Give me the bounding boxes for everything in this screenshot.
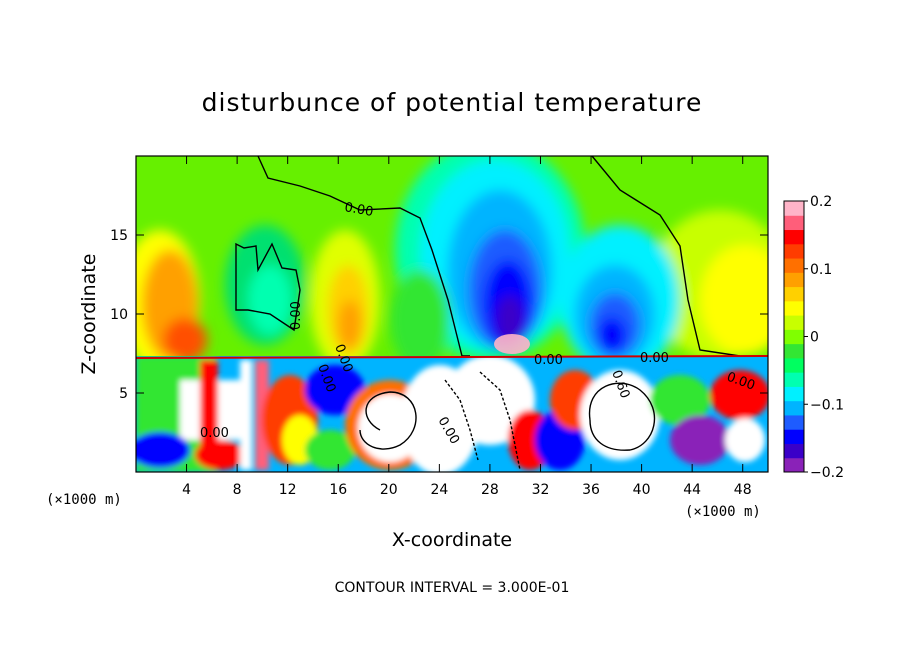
contour-label: 0.00 xyxy=(534,353,563,368)
colorbar-swatch xyxy=(784,201,804,216)
colorbar-swatch xyxy=(784,386,804,402)
contour-label: 0.00 xyxy=(343,200,374,220)
contour-label: 0.00 xyxy=(640,351,669,366)
colorbar-swatch xyxy=(784,215,804,231)
x-tick-label: 32 xyxy=(532,482,550,498)
y-tick-label: 5 xyxy=(119,386,128,402)
x-tick-label: 40 xyxy=(633,482,651,498)
x-tick-label: 4 xyxy=(182,482,191,498)
colorbar xyxy=(783,200,805,473)
chart-title: disturbunce of potential temperature xyxy=(202,88,703,117)
x-axis-label: X-coordinate xyxy=(392,529,512,551)
x-tick-label: 8 xyxy=(233,482,242,498)
colorbar-tick-label: −0.1 xyxy=(810,397,844,413)
x-tick-label: 24 xyxy=(430,482,448,498)
y-tick-label: 15 xyxy=(110,228,128,244)
colorbar-tick-label: −0.2 xyxy=(810,465,844,481)
y-axis-ticks: 5 10 15 xyxy=(110,228,768,402)
plot-area: 0.00 0.00 0.00 0.00 0.00 0.00 0.60 0.00 … xyxy=(135,155,769,473)
colorbar-swatch xyxy=(784,457,804,473)
colorbar-swatch xyxy=(784,372,804,387)
x-tick-label: 20 xyxy=(380,482,398,498)
colorbar-tick-label: 0 xyxy=(810,330,819,346)
colorbar-swatch xyxy=(784,357,804,373)
x-tick-label: 16 xyxy=(329,482,347,498)
x-unit-label-left: (×1000 m) xyxy=(46,492,122,508)
upper-field xyxy=(136,156,768,358)
x-tick-label: 48 xyxy=(734,482,752,498)
contour-label: 0.00 xyxy=(200,426,229,441)
colorbar-ticks: 0.2 0.1 0 −0.1 −0.2 xyxy=(804,194,844,481)
contour-labels: 0.00 0.00 0.00 0.00 0.00 0.00 0.60 0.00 … xyxy=(200,200,757,447)
colorbar-swatch xyxy=(784,286,804,302)
contour-interval-note: CONTOUR INTERVAL = 3.000E-01 xyxy=(335,580,570,596)
lower-field xyxy=(136,356,768,472)
colorbar-swatch xyxy=(784,343,804,359)
colorbar-swatch xyxy=(784,414,804,430)
x-tick-label: 28 xyxy=(481,482,499,498)
colorbar-swatch xyxy=(784,400,804,416)
x-unit-label-right: (×1000 m) xyxy=(685,504,761,520)
x-tick-label: 12 xyxy=(279,482,297,498)
colorbar-swatch xyxy=(784,315,804,330)
colorbar-tick-label: 0.1 xyxy=(810,262,832,278)
colorbar-swatch xyxy=(784,329,804,345)
contour-lines xyxy=(135,155,769,471)
colorbar-swatch xyxy=(784,229,804,245)
colorbar-swatch xyxy=(784,272,804,288)
colorbar-swatch xyxy=(784,429,804,444)
colorbar-swatch xyxy=(784,258,804,273)
x-tick-label: 44 xyxy=(683,482,701,498)
x-tick-label: 36 xyxy=(582,482,600,498)
y-tick-label: 10 xyxy=(110,307,128,323)
contour-label: 0.00 xyxy=(289,301,304,330)
colorbar-swatch xyxy=(784,300,804,316)
colorbar-swatch xyxy=(784,443,804,459)
colorbar-swatch xyxy=(784,243,804,259)
colorbar-tick-label: 0.2 xyxy=(810,194,832,210)
x-axis-ticks: 4 8 12 16 20 24 28 32 36 40 44 48 xyxy=(182,156,752,498)
y-axis-label: Z-coordinate xyxy=(78,254,100,375)
